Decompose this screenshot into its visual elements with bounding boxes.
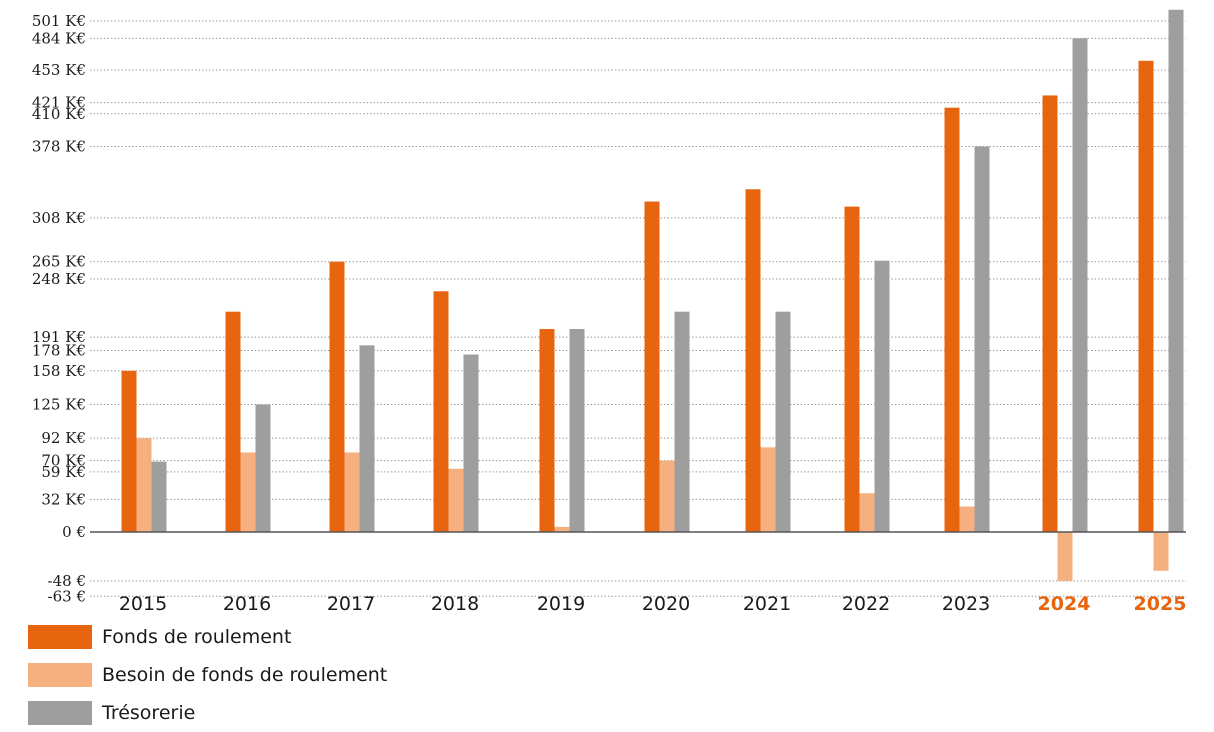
bar-besoin-de-fonds-de-roulement-2023 [959,506,975,532]
legend-swatch-tresorerie [28,701,92,725]
x-tick-label: 2021 [743,593,791,615]
bar-besoin-de-fonds-de-roulement-2019 [554,526,570,532]
y-tick-label: 0 € [62,523,86,541]
bar-tr-sorerie-2019 [569,329,585,532]
bar-fonds-de-roulement-2023 [944,107,960,533]
legend-label-fonds: Fonds de roulement [102,626,292,648]
y-tick-label: 125 K€ [32,396,86,414]
bar-besoin-de-fonds-de-roulement-2022 [859,493,875,532]
y-tick-label: 308 K€ [32,209,86,227]
bar-fonds-de-roulement-2017 [329,261,345,532]
legend-item-besoin: Besoin de fonds de roulement [28,656,387,694]
y-axis-ticks: 501 K€484 K€ 453 K€ 421 K€410 K€ 378 K€ 308 … [32,12,86,605]
y-tick-label: 178 K€ [32,341,86,359]
bar-tr-sorerie-2023 [974,146,990,532]
y-tick-label: 59 K€ [41,463,86,481]
bar-fonds-de-roulement-2024 [1042,95,1058,532]
y-tick-label: 158 K€ [32,362,86,380]
bar-tr-sorerie-2015 [151,461,167,532]
bar-besoin-de-fonds-de-roulement-2016 [240,452,256,532]
x-tick-label: 2019 [537,593,585,615]
bar-besoin-de-fonds-de-roulement-2020 [659,460,675,532]
y-tick-label: 410 K€ [32,105,86,123]
x-axis-ticks: 2015 2016 2017 2018 2019 2020 2021 2022 2023 2024… [119,593,1187,615]
x-tick-label: 2024 [1038,593,1091,615]
x-tick-label: 2015 [119,593,167,615]
bar-fonds-de-roulement-2019 [539,329,555,532]
bar-tr-sorerie-2024 [1072,38,1088,532]
y-tick-label: 453 K€ [32,61,86,79]
bar-tr-sorerie-2021 [775,311,791,532]
bar-tr-sorerie-2018 [463,354,479,532]
bar-besoin-de-fonds-de-roulement-2018 [448,468,464,532]
y-tick-label: 248 K€ [32,270,86,288]
y-tick-label: 32 K€ [41,490,86,508]
bar-fonds-de-roulement-2025 [1138,60,1154,532]
legend-label-besoin: Besoin de fonds de roulement [102,664,388,686]
bar-fonds-de-roulement-2020 [644,201,660,532]
y-tick-label: -63 € [48,587,86,605]
bar-tr-sorerie-2020 [674,311,690,532]
legend-item-tresorerie: Trésorerie [28,694,387,732]
y-tick-label: 378 K€ [32,137,86,155]
chart: 501 K€484 K€ 453 K€ 421 K€410 K€ 378 K€ 308 … [32,9,1187,615]
x-tick-label: 2025 [1134,593,1187,615]
bar-fonds-de-roulement-2022 [844,206,860,532]
bar-besoin-de-fonds-de-roulement-2017 [344,452,360,532]
bar-besoin-de-fonds-de-roulement-2024 [1057,532,1073,581]
bar-besoin-de-fonds-de-roulement-2021 [760,447,776,532]
y-tick-label: -48 € [48,572,86,590]
legend-swatch-fonds [28,625,92,649]
y-tick-label: 70 K€ [41,452,86,470]
bar-tr-sorerie-2017 [359,345,375,532]
bar-fonds-de-roulement-2016 [225,311,241,532]
gridlines [90,20,1186,597]
bar-fonds-de-roulement-2018 [433,291,449,532]
y-tick-label: 484 K€ [32,29,86,47]
legend-swatch-besoin [28,663,92,687]
bars [121,9,1184,581]
y-tick-label: 421 K€ [32,94,86,112]
x-tick-label: 2016 [223,593,271,615]
x-tick-label: 2018 [431,593,479,615]
y-tick-label: 265 K€ [32,253,86,271]
y-tick-label: 191 K€ [32,328,86,346]
legend-item-fonds: Fonds de roulement [28,618,387,656]
bar-besoin-de-fonds-de-roulement-2025 [1153,532,1169,571]
bar-tr-sorerie-2016 [255,404,271,532]
bar-tr-sorerie-2025 [1168,9,1184,532]
legend-label-tresorerie: Trésorerie [102,702,196,724]
x-tick-label: 2023 [942,593,990,615]
bar-fonds-de-roulement-2021 [745,189,761,532]
legend: Fonds de roulement Besoin de fonds de ro… [28,618,387,732]
x-tick-label: 2022 [842,593,890,615]
x-tick-label: 2020 [642,593,690,615]
bar-besoin-de-fonds-de-roulement-2015 [136,438,152,532]
y-tick-label: 501 K€ [32,12,86,30]
x-tick-label: 2017 [327,593,375,615]
bar-tr-sorerie-2022 [874,260,890,532]
y-tick-label: 92 K€ [41,429,86,447]
bar-fonds-de-roulement-2015 [121,370,137,532]
